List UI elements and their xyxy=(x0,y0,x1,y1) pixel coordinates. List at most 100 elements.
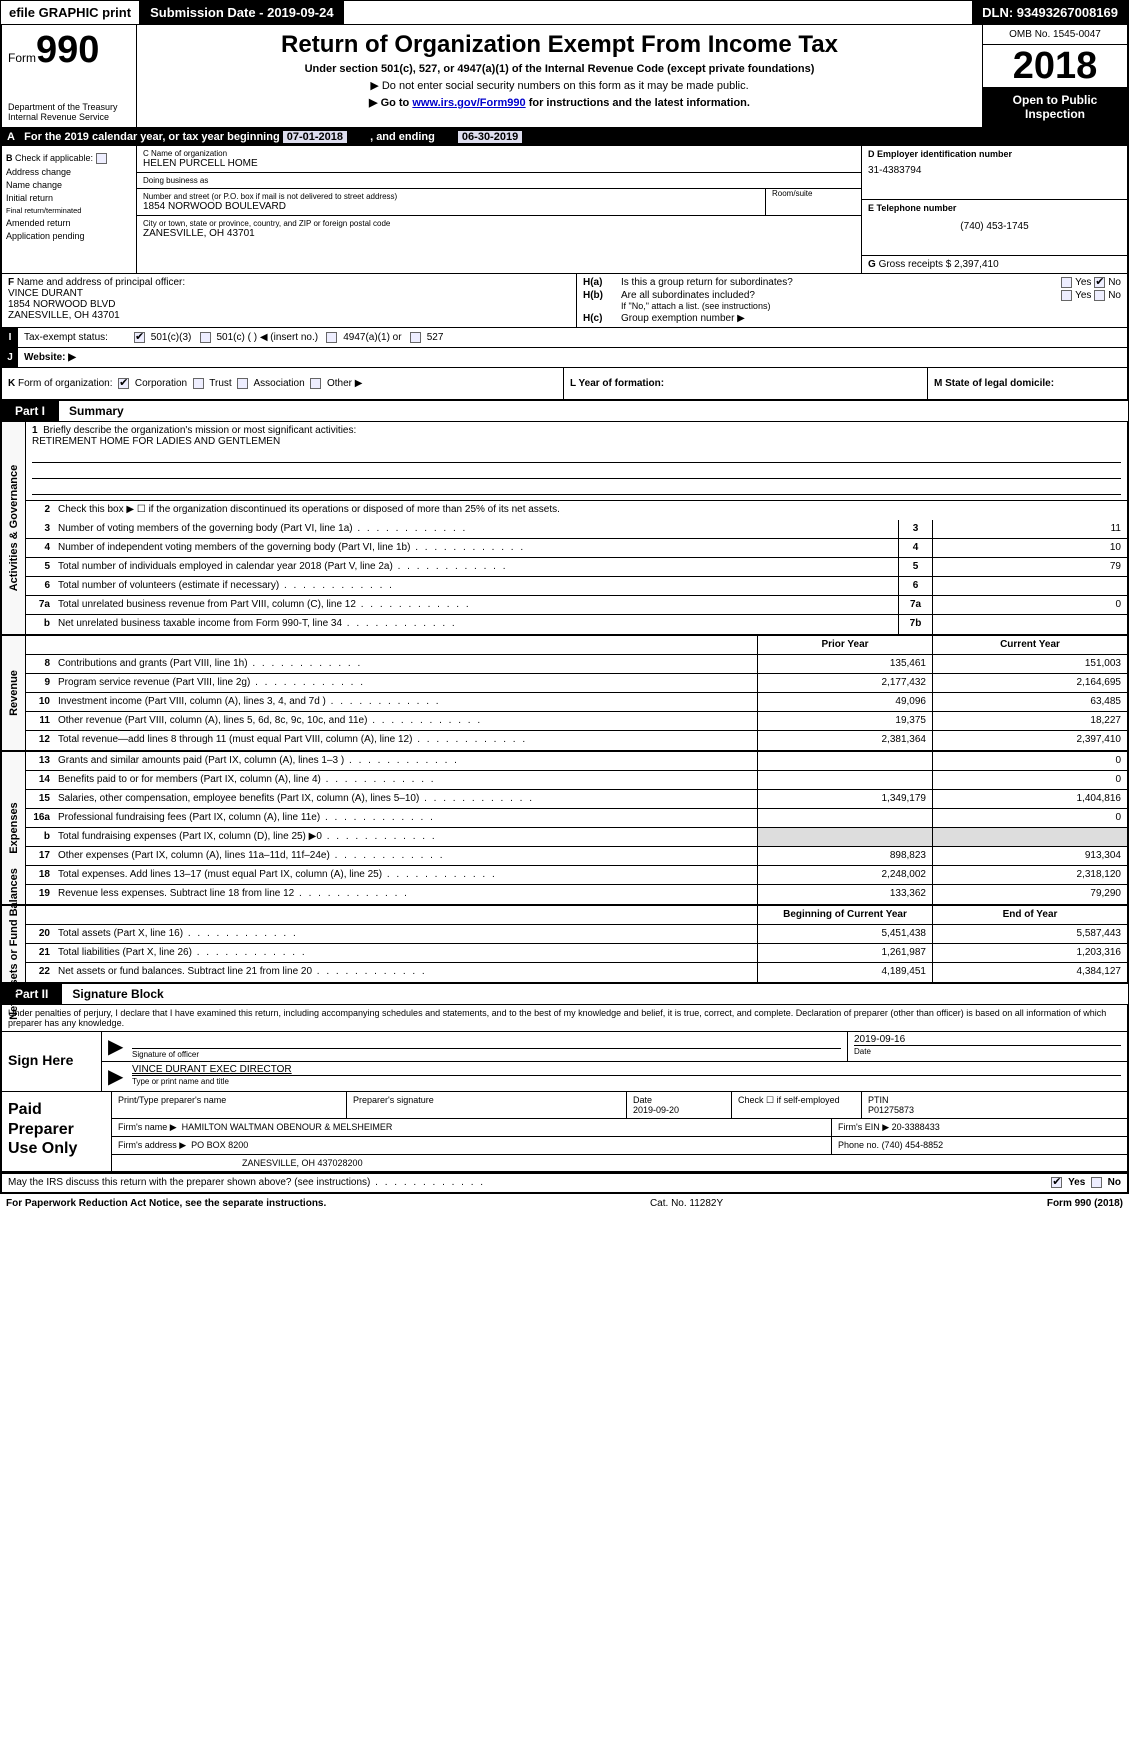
self-employed-check: Check ☐ if self-employed xyxy=(732,1092,862,1118)
revenue-section: Revenue Prior Year Current Year 8Contrib… xyxy=(0,636,1129,752)
summary-line: 2Check this box ▶ ☐ if the organization … xyxy=(26,501,1127,520)
vtab-revenue: Revenue xyxy=(8,670,20,716)
form-number: Form990 xyxy=(8,29,130,72)
officer-signature-label: Signature of officer xyxy=(132,1048,841,1059)
omb-number: OMB No. 1545-0047 xyxy=(983,25,1127,45)
sign-date: 2019-09-16 xyxy=(854,1034,1121,1045)
gross-receipts: Gross receipts $ 2,397,410 xyxy=(879,259,999,270)
preparer-date: 2019-09-20 xyxy=(633,1105,725,1115)
row-i-tax-status: I Tax-exempt status: 501(c)(3) 501(c) ( … xyxy=(0,327,1129,347)
page-footer: For Paperwork Reduction Act Notice, see … xyxy=(0,1194,1129,1213)
sign-here-label: Sign Here xyxy=(2,1032,102,1091)
row-k-form-org: K Form of organization: Corporation Trus… xyxy=(0,367,1129,401)
tax-year: 2018 xyxy=(983,45,1127,87)
discuss-text: May the IRS discuss this return with the… xyxy=(8,1177,1051,1188)
summary-line: 12Total revenue—add lines 8 through 11 (… xyxy=(26,731,1127,750)
discuss-yes-checkbox[interactable] xyxy=(1051,1177,1062,1188)
summary-line: 19Revenue less expenses. Subtract line 1… xyxy=(26,885,1127,904)
header-sub2: ▶ Do not enter social security numbers o… xyxy=(147,79,972,92)
org-name-label: C Name of organization xyxy=(143,149,855,158)
city-value: ZANESVILLE, OH 43701 xyxy=(143,228,855,239)
row-f-h: F Name and address of principal officer:… xyxy=(0,273,1129,327)
dba-label: Doing business as xyxy=(143,176,855,185)
org-name: HELEN PURCELL HOME xyxy=(143,158,855,169)
mission-label: Briefly describe the organization's miss… xyxy=(43,425,356,436)
officer-addr2: ZANESVILLE, OH 43701 xyxy=(8,310,120,321)
efile-label[interactable]: efile GRAPHIC print xyxy=(1,1,140,24)
h-b-note: If "No," attach a list. (see instruction… xyxy=(583,301,1121,311)
begin-year-hdr: Beginning of Current Year xyxy=(757,906,932,924)
summary-line: 3Number of voting members of the governi… xyxy=(26,520,1127,539)
mission-text: RETIREMENT HOME FOR LADIES AND GENTLEMEN xyxy=(32,436,280,447)
summary-line: 17Other expenses (Part IX, column (A), l… xyxy=(26,847,1127,866)
part1-header: Part I Summary xyxy=(0,401,1129,422)
city-label: City or town, state or province, country… xyxy=(143,219,855,228)
summary-line: 7aTotal unrelated business revenue from … xyxy=(26,596,1127,615)
vtab-expenses: Expenses xyxy=(8,803,20,854)
dln: DLN: 93493267008169 xyxy=(972,1,1128,24)
summary-line: 16aProfessional fundraising fees (Part I… xyxy=(26,809,1127,828)
form-footer-label: Form 990 (2018) xyxy=(1047,1198,1123,1209)
summary-line: 9Program service revenue (Part VIII, lin… xyxy=(26,674,1127,693)
catalog-number: Cat. No. 11282Y xyxy=(650,1198,723,1209)
department-label: Department of the Treasury Internal Reve… xyxy=(8,102,130,122)
summary-line: 15Salaries, other compensation, employee… xyxy=(26,790,1127,809)
firm-address: PO BOX 8200 xyxy=(191,1140,248,1150)
officer-addr1: 1854 NORWOOD BLVD xyxy=(8,299,115,310)
phone-value: (740) 453-1745 xyxy=(868,221,1121,232)
state-domicile: M State of legal domicile: xyxy=(934,378,1054,389)
box-b-checkboxes: B Check if applicable: Address change Na… xyxy=(2,146,137,273)
irs-link[interactable]: www.irs.gov/Form990 xyxy=(412,97,525,109)
summary-line: 8Contributions and grants (Part VIII, li… xyxy=(26,655,1127,674)
form-title: Return of Organization Exempt From Incom… xyxy=(147,31,972,59)
officer-name-label: Type or print name and title xyxy=(132,1075,1121,1086)
year-formation: L Year of formation: xyxy=(570,378,664,389)
summary-line: 22Net assets or fund balances. Subtract … xyxy=(26,963,1127,982)
summary-line: 11Other revenue (Part VIII, column (A), … xyxy=(26,712,1127,731)
ein-value: 31-4383794 xyxy=(868,165,1121,176)
ein-label: D Employer identification number xyxy=(868,149,1121,159)
officer-name: VINCE DURANT xyxy=(8,288,83,299)
summary-line: 14Benefits paid to or for members (Part … xyxy=(26,771,1127,790)
firm-ein: 20-3388433 xyxy=(892,1122,940,1132)
firm-city: ZANESVILLE, OH 437028200 xyxy=(112,1155,369,1171)
firm-name: HAMILTON WALTMAN OBENOUR & MELSHEIMER xyxy=(182,1122,393,1132)
summary-line: 20Total assets (Part X, line 16)5,451,43… xyxy=(26,925,1127,944)
paid-preparer-label: Paid Preparer Use Only xyxy=(2,1092,112,1171)
discuss-row: May the IRS discuss this return with the… xyxy=(0,1174,1129,1193)
row-j-website: J Website: ▶ xyxy=(0,347,1129,367)
header-sub3: ▶ Go to www.irs.gov/Form990 for instruct… xyxy=(147,96,972,109)
prior-year-hdr: Prior Year xyxy=(757,636,932,654)
perjury-statement: Under penalties of perjury, I declare th… xyxy=(2,1005,1127,1032)
top-bar: efile GRAPHIC print Submission Date - 20… xyxy=(0,0,1129,25)
discuss-no-checkbox[interactable] xyxy=(1091,1177,1102,1188)
signature-arrow-icon-2: ▶ xyxy=(102,1062,126,1091)
officer-name-title: VINCE DURANT EXEC DIRECTOR xyxy=(132,1064,1121,1075)
gross-receipts-label: G xyxy=(868,259,876,270)
expenses-section: Expenses 13Grants and similar amounts pa… xyxy=(0,752,1129,906)
h-c-text: Group exemption number ▶ xyxy=(621,313,745,324)
ptin: P01275873 xyxy=(868,1105,1121,1115)
h-a-text: Is this a group return for subordinates? xyxy=(621,277,1061,288)
officer-label: Name and address of principal officer: xyxy=(17,277,185,288)
h-b-text: Are all subordinates included? xyxy=(621,290,1061,301)
signature-arrow-icon: ▶ xyxy=(102,1032,126,1061)
part2-header: Part II Signature Block xyxy=(0,984,1129,1005)
signature-block: Under penalties of perjury, I declare th… xyxy=(0,1005,1129,1174)
summary-line: 21Total liabilities (Part X, line 26)1,2… xyxy=(26,944,1127,963)
street-value: 1854 NORWOOD BOULEVARD xyxy=(143,201,765,212)
street-label: Number and street (or P.O. box if mail i… xyxy=(143,192,765,201)
row-a-tax-year: A For the 2019 calendar year, or tax yea… xyxy=(0,129,1129,146)
paperwork-notice: For Paperwork Reduction Act Notice, see … xyxy=(6,1198,326,1209)
end-year-hdr: End of Year xyxy=(932,906,1127,924)
sign-date-label: Date xyxy=(854,1045,1121,1056)
summary-line: 4Number of independent voting members of… xyxy=(26,539,1127,558)
summary-line: 13Grants and similar amounts paid (Part … xyxy=(26,752,1127,771)
summary-line: bTotal fundraising expenses (Part IX, co… xyxy=(26,828,1127,847)
summary-line: bNet unrelated business taxable income f… xyxy=(26,615,1127,634)
net-assets-section: Net Assets or Fund Balances Beginning of… xyxy=(0,906,1129,984)
governance-section: Activities & Governance 1 Briefly descri… xyxy=(0,422,1129,636)
identity-block: B Check if applicable: Address change Na… xyxy=(0,146,1129,273)
submission-date: Submission Date - 2019-09-24 xyxy=(140,1,344,24)
open-to-public: Open to Public Inspection xyxy=(983,87,1127,127)
